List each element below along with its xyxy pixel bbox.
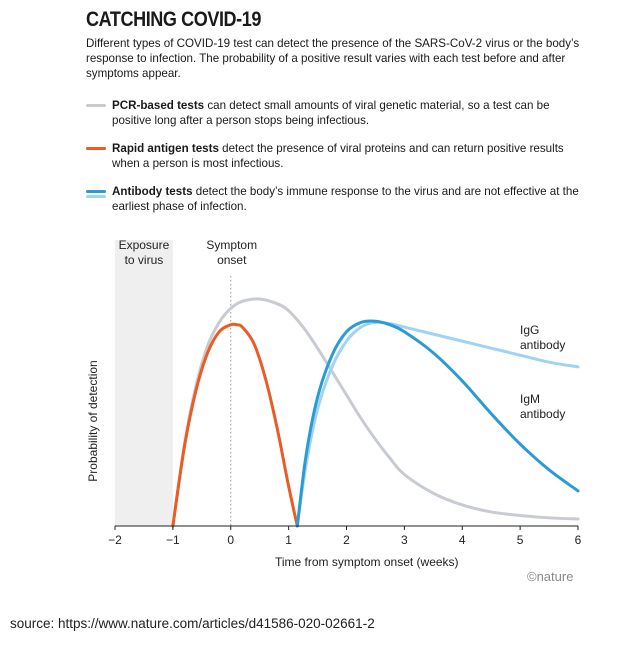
series-line-pcr <box>171 297 580 528</box>
x-ticks: −2 −1 0 1 2 3 4 5 6 <box>108 526 582 547</box>
x-tick-label: 3 <box>401 533 408 547</box>
legend-antibody-text: detect the body’s immune response to the… <box>112 185 579 213</box>
exposure-label: Exposure to virus <box>119 238 170 267</box>
chart-plot: Exposure to virus Symptom onset −2 −1 0 1 2 3 4 5… <box>86 238 582 584</box>
series-line-igm <box>295 319 580 528</box>
x-tick-label: 5 <box>517 533 524 547</box>
x-tick-label: 1 <box>285 533 292 547</box>
exposure-region <box>115 240 173 526</box>
legend-swatch-pcr <box>86 104 106 107</box>
legend-antigen-text: detect the presence of viral proteins an… <box>112 142 564 170</box>
legend-item-antigen: Rapid antigen tests detect the presence … <box>86 141 586 171</box>
x-tick-label: 2 <box>343 533 350 547</box>
legend-antibody-bold: Antibody tests <box>112 185 193 198</box>
x-tick-label: −1 <box>166 533 180 547</box>
x-tick-label: 4 <box>459 533 466 547</box>
legend-swatch-antibody-igg <box>86 195 106 198</box>
x-tick-label: 6 <box>575 533 582 547</box>
legend-item-pcr: PCR-based tests can detect small amounts… <box>86 98 586 128</box>
chart-subtitle: Different types of COVID-19 test can det… <box>86 37 580 80</box>
source-caption: source: https://www.nature.com/articles/… <box>10 616 375 631</box>
y-axis-label: Probability of detection <box>86 360 100 481</box>
igg-label: IgG antibody <box>520 323 565 352</box>
x-tick-label: −2 <box>108 533 122 547</box>
legend-swatch-antibody-igm <box>86 190 106 193</box>
igm-label: IgM antibody <box>520 392 565 421</box>
legend-antigen-bold: Rapid antigen tests <box>112 142 219 155</box>
legend-item-antibody: Antibody tests detect the body’s immune … <box>86 184 586 214</box>
chart-title: CATCHING COVID-19 <box>86 8 261 31</box>
series-layer <box>171 297 580 528</box>
legend-pcr-text: can detect small amounts of viral geneti… <box>112 99 550 127</box>
legend-swatch-antigen <box>86 147 106 150</box>
legend-pcr-bold: PCR-based tests <box>112 99 205 112</box>
x-tick-label: 0 <box>227 533 234 547</box>
x-axis-label: Time from symptom onset (weeks) <box>275 555 459 569</box>
series-line-antigen <box>171 322 299 528</box>
symptom-onset-label: Symptom onset <box>206 238 257 267</box>
nature-credit: ©nature <box>527 569 573 584</box>
